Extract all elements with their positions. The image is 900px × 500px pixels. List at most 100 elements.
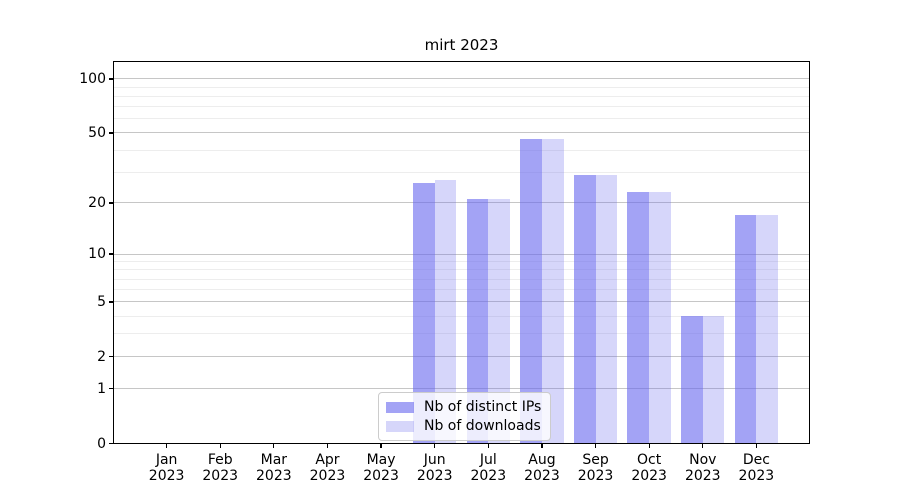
gridline-minor-60 — [113, 118, 810, 120]
x-tick-mark-jan — [165, 443, 168, 448]
gridline-major-1 — [113, 388, 810, 390]
x-tick-year-text: 2023 — [256, 467, 292, 484]
x-tick-mark-apr — [326, 443, 329, 448]
gridline-minor-40 — [113, 149, 810, 151]
bar-jul-distinct-ips — [466, 199, 489, 444]
x-tick-mark-may — [380, 443, 382, 448]
bar-jun-downloads — [434, 180, 457, 444]
x-tick-month-text: Aug — [528, 451, 556, 468]
x-tick-label-jun: Jun 2023 — [403, 452, 467, 484]
gridline-minor-6 — [113, 289, 810, 291]
bar-layer — [113, 61, 810, 444]
legend-swatch-distinct-ips — [386, 401, 414, 413]
y-tick-label-10: 10 — [88, 246, 106, 263]
x-tick-year-text: 2023 — [363, 467, 399, 484]
x-tick-label-aug: Aug 2023 — [510, 452, 574, 484]
chart-title: mirt 2023 — [424, 36, 499, 54]
y-tick-label-50: 50 — [88, 124, 106, 141]
y-tick-mark-100 — [109, 78, 113, 80]
legend-item-distinct-ips: Nb of distinct IPs — [386, 399, 541, 415]
bar-dec-downloads — [756, 215, 779, 444]
legend: Nb of distinct IPs Nb of downloads — [378, 392, 552, 441]
x-tick-label-mar: Mar 2023 — [242, 452, 306, 484]
y-tick-label-2: 2 — [97, 348, 106, 365]
gridline-major-2 — [113, 356, 810, 358]
bar-sep-distinct-ips — [573, 174, 596, 444]
gridline-major-10 — [113, 253, 810, 255]
x-tick-year-text: 2023 — [684, 467, 721, 484]
x-tick-month-text: Jul — [479, 451, 497, 468]
y-tick-label-20: 20 — [88, 194, 106, 211]
x-tick-year-text: 2023 — [148, 467, 185, 484]
x-tick-month-text: Dec — [742, 451, 770, 468]
x-tick-mark-jun — [434, 443, 436, 448]
x-tick-month-text: Apr — [315, 451, 340, 468]
gridline-minor-90 — [113, 86, 810, 88]
x-tick-month-text: Oct — [637, 451, 662, 468]
x-tick-year-text: 2023 — [577, 467, 614, 484]
x-tick-mark-jul — [487, 443, 489, 448]
gridline-minor-30 — [113, 171, 810, 173]
x-tick-label-may: May 2023 — [349, 452, 413, 484]
bar-oct-distinct-ips — [627, 192, 650, 444]
x-tick-label-apr: Apr 2023 — [295, 452, 359, 484]
bar-sep-downloads — [595, 174, 618, 444]
gridline-major-20 — [113, 202, 810, 204]
bar-nov-downloads — [702, 316, 725, 444]
legend-swatch-downloads — [386, 420, 414, 432]
x-tick-label-feb: Feb 2023 — [188, 452, 252, 484]
bar-jul-downloads — [488, 199, 510, 444]
x-tick-mark-sep — [594, 443, 597, 448]
y-tick-label-0: 0 — [97, 435, 106, 452]
gridline-minor-70 — [113, 106, 810, 108]
y-tick-label-5: 5 — [97, 293, 106, 310]
x-tick-year-text: 2023 — [416, 467, 453, 484]
gridline-minor-7 — [113, 278, 810, 280]
x-tick-label-dec: Dec 2023 — [724, 452, 788, 484]
y-tick-label-1: 1 — [97, 380, 106, 397]
legend-label-distinct-ips: Nb of distinct IPs — [424, 399, 542, 415]
y-tick-mark-0 — [109, 442, 113, 445]
grid-layer — [113, 61, 810, 444]
x-tick-year-text: 2023 — [631, 467, 667, 484]
x-tick-year-text: 2023 — [524, 467, 560, 484]
y-tick-mark-10 — [109, 253, 113, 255]
x-tick-label-jul: Jul 2023 — [456, 452, 520, 484]
y-tick-mark-2 — [109, 356, 113, 358]
x-tick-month-text: Mar — [260, 451, 288, 468]
x-tick-mark-mar — [273, 443, 275, 448]
x-tick-year-text: 2023 — [738, 467, 775, 484]
gridline-minor-3 — [113, 333, 810, 335]
x-tick-year-text: 2023 — [470, 467, 507, 484]
x-tick-mark-aug — [541, 443, 543, 448]
x-tick-label-nov: Nov 2023 — [671, 452, 735, 484]
bar-nov-distinct-ips — [681, 316, 703, 444]
y-tick-mark-20 — [109, 202, 113, 204]
x-tick-label-jan: Jan 2023 — [135, 452, 199, 484]
bar-aug-downloads — [541, 139, 564, 444]
x-tick-label-sep: Sep 2023 — [564, 452, 628, 484]
x-tick-month-text: Nov — [689, 451, 717, 468]
gridline-minor-9 — [113, 261, 810, 263]
bar-dec-distinct-ips — [734, 215, 757, 444]
bar-oct-downloads — [649, 192, 671, 444]
gridline-minor-8 — [113, 269, 810, 271]
x-tick-year-text: 2023 — [309, 467, 346, 484]
y-tick-label-100: 100 — [79, 70, 106, 87]
gridline-major-50 — [113, 132, 810, 134]
gridline-major-100 — [113, 78, 810, 80]
y-tick-mark-1 — [109, 388, 113, 390]
x-tick-month-text: Jan — [155, 451, 178, 468]
gridline-minor-80 — [113, 95, 810, 97]
x-tick-month-text: Sep — [582, 451, 609, 468]
x-tick-mark-feb — [219, 443, 221, 448]
x-tick-mark-oct — [648, 443, 650, 448]
x-tick-mark-dec — [755, 443, 758, 448]
gridline-minor-4 — [113, 315, 810, 317]
y-tick-mark-50 — [109, 132, 113, 134]
bar-aug-distinct-ips — [520, 139, 542, 444]
x-tick-year-text: 2023 — [202, 467, 239, 484]
x-tick-month-text: Jun — [423, 451, 446, 468]
legend-item-downloads: Nb of downloads — [386, 418, 541, 434]
